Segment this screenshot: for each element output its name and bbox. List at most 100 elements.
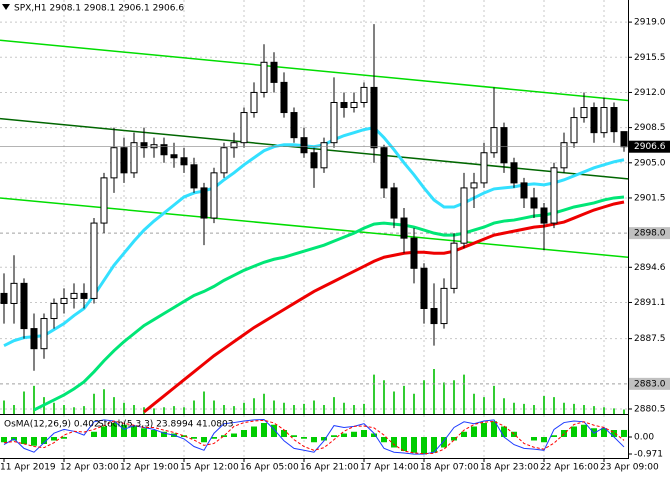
candle-body [160,144,168,156]
osma-bar [291,435,297,437]
volume-bar [243,402,245,414]
osma-bar [111,423,117,437]
candle-body [20,282,28,330]
osma-bar [501,426,507,437]
volume-bar [343,402,345,414]
candle-body [210,172,218,219]
candle-body [60,297,68,304]
candle-body [140,142,148,149]
volume-bar [273,400,275,414]
candle-body [220,147,228,174]
candle-body [110,147,118,179]
osma-bar [421,437,427,455]
osma-bar [231,433,237,437]
candle-body [30,328,38,350]
volume-bar [433,369,435,414]
candle-body [480,152,488,184]
volume-bar [33,385,35,414]
level-label: 2883.0 [634,379,666,389]
osma-bar [491,421,497,437]
osma-bar [181,435,187,437]
candle-body [120,147,128,174]
x-tick-label: 23 Apr 09:00 [600,463,659,473]
candle-body [560,142,568,169]
candle-body [290,112,298,139]
candle-body [280,81,288,114]
volume-bar [283,402,285,414]
volume-bar [603,407,605,414]
volume-bar [83,406,85,414]
volume-bar [263,393,265,414]
y-tick-label: 2915.5 [634,53,666,63]
trend-line [0,39,629,102]
volume-bar [583,405,585,414]
osma-bar [131,426,137,437]
candle-body [240,112,248,144]
osma-bar [121,424,127,437]
osma-bar [541,437,547,443]
volume-bar [463,374,465,414]
candle-body [90,222,98,299]
osma-bar [611,430,617,437]
volume-bar [93,393,95,414]
osma-bar [481,423,487,437]
osma-bar [41,437,47,444]
candle-body [340,101,348,109]
candle-body [430,307,438,325]
x-tick-label: 12 Apr 03:00 [60,463,119,473]
candle-body [250,91,258,114]
volume-bar [413,393,415,414]
candle-body [230,142,238,149]
y-tick-label: 2880.5 [634,404,666,414]
osma-bar [571,426,577,437]
volume-bar [233,406,235,414]
volume-bar [223,405,225,414]
x-tick-label: 18 Apr 07:00 [420,463,479,473]
plot-layer [0,0,629,458]
osma-bar [101,426,107,437]
candle-body [610,107,618,133]
volume-bar [163,407,165,414]
y-tick-label: 2905.0 [634,158,666,168]
candle-body [420,267,428,309]
x-tick-label: 12 Apr 19:00 [120,463,179,473]
candle-body [440,287,448,325]
volume-bar [153,408,155,414]
volume-bar [213,400,215,414]
candle-body [570,117,578,144]
volume-bar [363,403,365,414]
osma-bar [21,437,27,444]
osma-bar [31,437,37,446]
x-tick-label: 11 Apr 2019 [0,463,56,473]
candle-body [520,182,528,199]
stoch-main [3,419,625,455]
volume-bar [183,407,185,414]
osma-bar [371,433,377,437]
x-tick-label: 16 Apr 21:00 [300,463,359,473]
candle-body [460,187,468,244]
candle-body [380,147,388,189]
candle-body [500,127,508,164]
volume-bar [423,380,425,414]
x-tick-label: 18 Apr 23:00 [480,463,539,473]
candle-body [0,292,8,304]
candle-body [70,292,78,299]
osma-bar [91,431,97,437]
volume-bar [333,397,335,414]
candle-body [370,86,378,149]
osma-bar [251,426,257,437]
osma-bar [201,437,207,443]
volume-bar [203,391,205,414]
candle-body [150,144,158,149]
candle-body [260,61,268,93]
y-tick-label: 2894.6 [634,263,666,273]
volume-bar [623,409,625,414]
osma-bar [451,437,457,441]
osma-bar [211,437,217,439]
chart-title: SPX,H1 2908.1 2908.1 2906.1 2906.6 [14,4,184,14]
candle-body [580,107,588,119]
volume-bar [73,407,75,414]
volume-bar [3,400,5,414]
candle-body [600,107,608,134]
